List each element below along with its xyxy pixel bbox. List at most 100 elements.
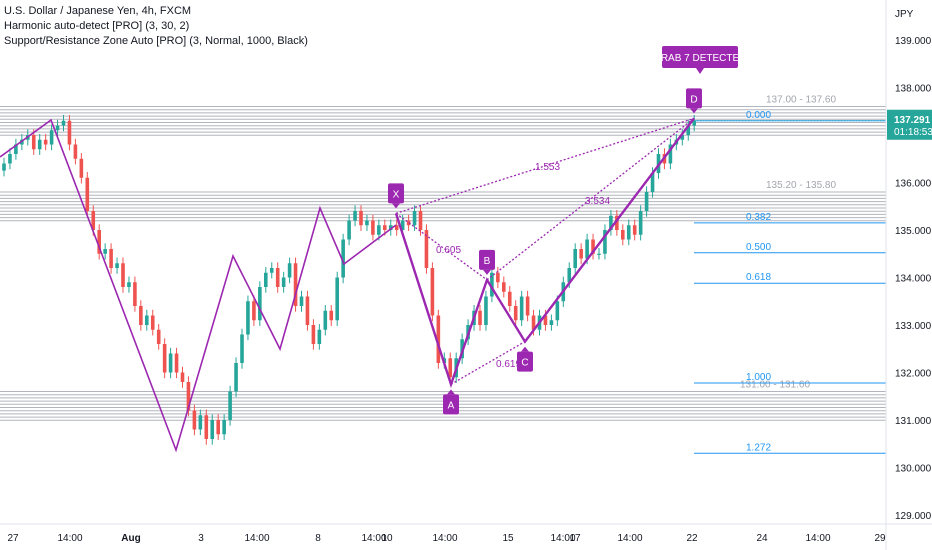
candle-body (383, 225, 387, 230)
point-label-x: X (388, 183, 404, 209)
ratio-label: 1.553 (535, 162, 560, 173)
point-box (443, 394, 459, 415)
ratio-line (395, 117, 695, 214)
time-tick: 14:00 (550, 533, 575, 544)
candle-body (264, 272, 268, 287)
candle-body (579, 249, 583, 259)
time-tick: 24 (756, 533, 768, 544)
banner-text: CRAB 7 DETECTED (654, 53, 747, 64)
banner-box (662, 46, 738, 68)
candle-body (555, 301, 560, 321)
price-tick: 135.000 (895, 226, 932, 237)
point-text: B (484, 256, 491, 267)
support-resistance-zones: 137.00 - 137.60 135.20 - 135.80 131.00 - 1… (0, 95, 886, 421)
candle-body (406, 220, 411, 226)
candle-body (115, 263, 119, 268)
candle-body (692, 120, 696, 126)
candle-body (484, 296, 488, 325)
candle-body (567, 268, 572, 283)
candle-body (275, 268, 280, 287)
candle-body (121, 263, 125, 287)
candle-body (8, 154, 12, 164)
candle-body (347, 220, 351, 240)
candle-body (335, 277, 339, 321)
candle-body (615, 215, 619, 230)
candle-body (216, 420, 220, 435)
candle-body (204, 415, 209, 439)
point-label-b: B (479, 249, 495, 275)
chart-legend: U.S. Dollar / Japanese Yen, 4h, FXCM Har… (4, 4, 308, 49)
fib-label: 1.000 (746, 372, 771, 383)
candle-body (430, 268, 435, 316)
candle-body (305, 296, 310, 325)
candle-body (418, 211, 423, 230)
candle-body (478, 310, 482, 325)
candle-body (37, 139, 42, 150)
point-box (388, 183, 404, 204)
point-text: X (393, 189, 400, 200)
zone-label: 135.20 - 135.80 (766, 180, 836, 191)
candlesticks (2, 115, 696, 445)
candle-body (186, 382, 191, 411)
candle-body (591, 239, 595, 254)
candle-body (299, 296, 304, 306)
candle-body (638, 211, 643, 235)
candle-body (281, 277, 286, 287)
fib-label: 0.382 (746, 212, 771, 223)
time-tick: 17 (569, 533, 581, 544)
time-tick: 15 (502, 533, 514, 544)
countdown: 01:18:53 (894, 127, 932, 138)
candle-body (626, 225, 631, 240)
point-pointer (690, 108, 698, 114)
candle-body (2, 163, 6, 171)
candle-body (394, 225, 399, 230)
point-label-c: C (517, 346, 533, 372)
candle-body (210, 420, 215, 439)
candle-body (31, 135, 36, 150)
candle-body (573, 249, 577, 268)
indicator-sr-zone: Support/Resistance Zone Auto [PRO] (3, N… (4, 35, 308, 47)
price-tick: 130.000 (895, 464, 932, 475)
candle-body (73, 144, 78, 159)
fibonacci-levels: 0.000 0.382 0.500 0.618 1.000 1.272 (694, 110, 886, 454)
candle-body (323, 310, 328, 330)
candle-body (585, 239, 589, 259)
candle-body (412, 211, 417, 226)
candle-body (174, 353, 179, 373)
point-pointer (392, 203, 400, 209)
candle-body (103, 249, 107, 254)
time-tick: 14:00 (57, 533, 82, 544)
time-tick: 14:00 (617, 533, 642, 544)
point-label-a: A (443, 389, 459, 415)
candle-body (145, 315, 149, 325)
candle-body (329, 310, 334, 321)
symbol-title: U.S. Dollar / Japanese Yen, 4h, FXCM (4, 5, 192, 17)
candle-body (246, 301, 250, 335)
candle-body (632, 225, 637, 235)
candle-body (621, 230, 625, 240)
candle-body (198, 415, 203, 430)
candle-body (644, 192, 649, 211)
price-tick: 138.000 (895, 84, 932, 95)
candle-body (525, 296, 530, 316)
candle-body (543, 315, 548, 325)
price-tick: 134.000 (895, 274, 932, 285)
candle-body (603, 230, 607, 254)
candle-body (67, 120, 72, 145)
candle-body (156, 329, 161, 344)
harmonic-pattern: 0.605 0.619 1.553 3.534 X A B C D CRAB 7 DETECTED (0, 46, 747, 453)
candle-body (258, 287, 262, 321)
price-tick: 132.000 (895, 369, 932, 380)
point-box (517, 351, 533, 372)
point-label-d: D (686, 88, 702, 114)
point-pointer (483, 269, 491, 275)
point-text: D (690, 94, 697, 105)
candle-body (490, 272, 494, 297)
candle-body (502, 282, 506, 292)
candle-body (269, 268, 274, 273)
candle-body (371, 220, 375, 235)
candle-body (341, 239, 345, 278)
candle-body (317, 329, 322, 344)
